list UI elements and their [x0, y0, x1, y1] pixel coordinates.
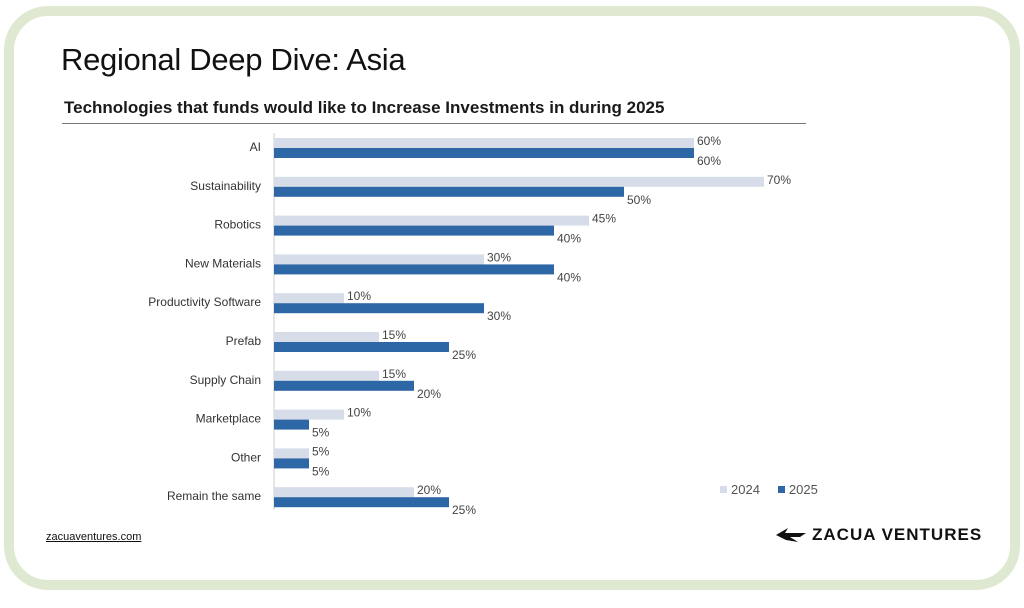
legend-swatch-2024 — [720, 486, 727, 493]
category-label: Other — [231, 450, 261, 464]
data-label: 25% — [452, 503, 476, 517]
legend-swatch-2025 — [777, 486, 785, 493]
bar-2024 — [274, 448, 309, 459]
bar-2025 — [274, 303, 484, 314]
data-label: 20% — [417, 483, 441, 497]
page-title: Regional Deep Dive: Asia — [61, 42, 406, 77]
data-label: 15% — [382, 367, 406, 381]
data-label: 70% — [767, 173, 791, 187]
category-label: Prefab — [226, 334, 262, 348]
data-label: 50% — [627, 193, 651, 207]
category-label: Productivity Software — [148, 295, 261, 309]
chart-title: Technologies that funds would like to In… — [64, 98, 665, 117]
bird-logo-icon — [776, 528, 806, 542]
bar-2024 — [274, 487, 414, 498]
bar-2025 — [274, 497, 449, 508]
data-label: 60% — [697, 154, 721, 168]
bar-2025 — [274, 419, 309, 430]
logo-text: ZACUA VENTURES — [812, 525, 983, 544]
data-label: 5% — [312, 464, 330, 478]
bar-2024 — [274, 293, 344, 304]
category-label: Robotics — [214, 218, 261, 232]
bar-2024 — [274, 215, 589, 226]
data-label: 5% — [312, 444, 330, 458]
chart-legend: 2024 2025 — [720, 482, 818, 497]
data-label: 20% — [417, 387, 441, 401]
legend-label: 2025 — [788, 482, 818, 497]
data-label: 30% — [487, 309, 511, 323]
bar-2025 — [274, 458, 309, 469]
slide-frame — [4, 6, 1020, 590]
company-logo: ZACUA VENTURES — [776, 525, 982, 545]
data-label: 10% — [347, 406, 371, 420]
bar-2024 — [274, 370, 379, 381]
title-divider — [62, 123, 806, 124]
bar-2025 — [274, 380, 414, 391]
website-link[interactable]: zacuaventures.com — [46, 531, 142, 543]
category-label: Sustainability — [190, 179, 261, 193]
data-label: 40% — [557, 270, 581, 284]
bar-2024 — [274, 254, 484, 265]
bar-2025 — [274, 342, 449, 352]
legend-item-2024: 2024 — [720, 482, 760, 497]
legend-label: 2024 — [731, 482, 760, 497]
data-label: 15% — [382, 328, 406, 342]
bar-2025 — [274, 264, 554, 275]
category-label: Marketplace — [196, 412, 262, 426]
category-label: AI — [250, 140, 261, 154]
data-label: 10% — [347, 289, 371, 303]
data-label: 30% — [487, 250, 511, 264]
bar-2024 — [274, 176, 764, 187]
bar-2025 — [274, 186, 624, 197]
data-label: 25% — [452, 348, 476, 362]
bar-2024 — [274, 409, 344, 420]
bar-2025 — [274, 225, 554, 236]
data-label: 60% — [697, 134, 721, 148]
data-label: 40% — [557, 232, 581, 246]
bar-2024 — [274, 332, 379, 342]
data-label: 5% — [312, 426, 330, 440]
category-label: Remain the same — [167, 489, 261, 503]
legend-item-2025: 2025 — [777, 482, 818, 497]
bar-2024 — [274, 138, 694, 148]
bar-2025 — [274, 148, 694, 158]
data-label: 45% — [592, 212, 616, 226]
category-label: Supply Chain — [190, 373, 261, 387]
category-label: New Materials — [185, 256, 261, 270]
